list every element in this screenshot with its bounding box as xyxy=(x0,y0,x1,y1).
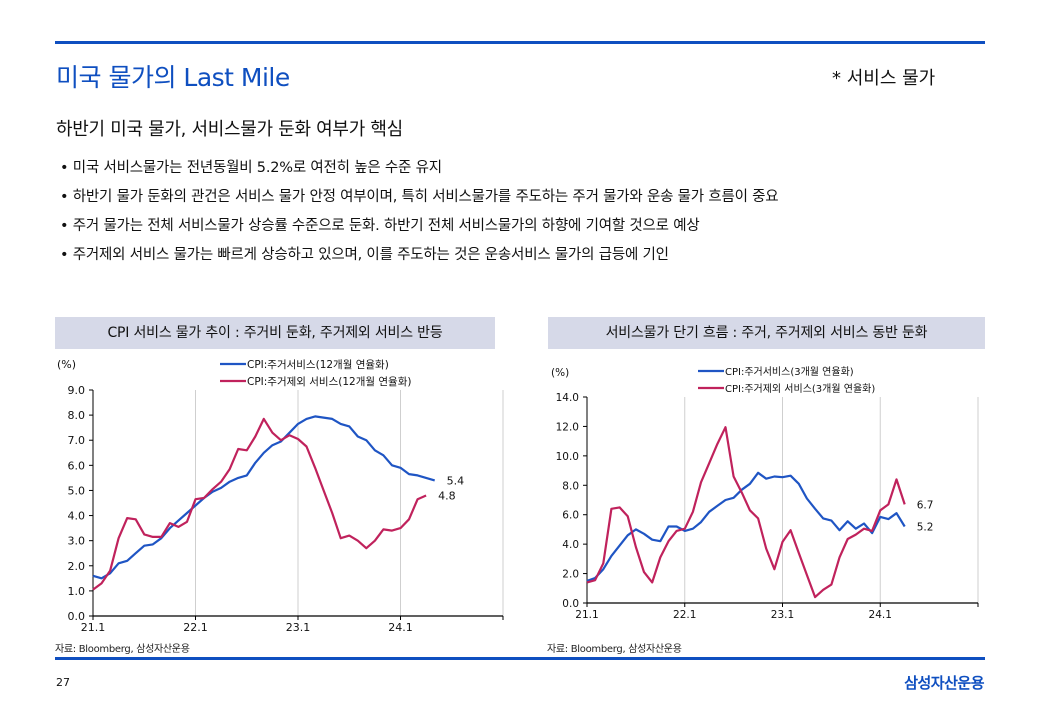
legend-label: CPI:주거서비스(3개월 연율화) xyxy=(725,366,854,378)
y-tick-label: 4.0 xyxy=(562,539,579,551)
chart1-cpi-services-12m: (%) 0.0 1.0 2.0 3.0 4.0 5.0 6.0 7.0 8.0 9.0 21.1 22.… xyxy=(57,358,504,634)
x-tick-label: 21.1 xyxy=(575,609,598,621)
x-tick-label: 24.1 xyxy=(869,609,892,621)
bottom-rule xyxy=(55,657,985,660)
y-tick-label: 0.0 xyxy=(68,610,86,623)
bullet-item: 미국 서비스물가는 전년동월비 5.2%로 여전히 높은 수준 유지 xyxy=(60,157,778,186)
y-tick-label: 9.0 xyxy=(68,384,86,397)
y-tick-label: 7.0 xyxy=(68,434,86,447)
x-tick-label: 22.1 xyxy=(183,621,208,634)
y-axis-unit-label: (%) xyxy=(551,367,569,379)
y-tick-label: 8.0 xyxy=(562,480,579,492)
y-tick-label: 3.0 xyxy=(68,535,86,548)
chart2-cpi-services-3m: (%) 0.0 2.0 4.0 6.0 8.0 10.0 12.0 14.0 21.1 22.1 23… xyxy=(551,366,979,621)
bullet-item: 하반기 물가 둔화의 관건은 서비스 물가 안정 여부이며, 특히 서비스물가를… xyxy=(60,186,779,215)
y-tick-label: 2.0 xyxy=(562,569,579,581)
y-tick-label: 6.0 xyxy=(562,510,579,522)
y-tick-label: 5.0 xyxy=(68,484,86,497)
page-subtitle: 하반기 미국 물가, 서비스물가 둔화 여부가 핵심 xyxy=(56,119,403,140)
chart1-title: CPI 서비스 물가 추이 : 주거비 둔화, 주거제외 서비스 반등 xyxy=(55,317,495,349)
top-rule xyxy=(55,41,985,44)
series-line-housing xyxy=(92,415,436,580)
bullet-list: 미국 서비스물가는 전년동월비 5.2%로 여전히 높은 수준 유지 하반기 물… xyxy=(60,157,779,273)
series-end-label: 5.4 xyxy=(447,474,465,487)
series-end-label: 6.7 xyxy=(917,499,934,511)
page-title: 미국 물가의 Last Mile xyxy=(56,63,290,92)
x-tick-label: 23.1 xyxy=(771,609,794,621)
bullet-item: 주거 물가는 전체 서비스물가 상승률 수준으로 둔화. 하반기 전체 서비스물… xyxy=(60,215,778,244)
chart2-title: 서비스물가 단기 흐름 : 주거, 주거제외 서비스 동반 둔화 xyxy=(548,317,985,349)
y-tick-label: 8.0 xyxy=(68,409,86,422)
brand-logo: 삼성자산운용 xyxy=(904,674,984,692)
y-axis-unit-label: (%) xyxy=(57,358,76,371)
series-end-label: 5.2 xyxy=(917,521,934,533)
y-tick-label: 10.0 xyxy=(556,451,579,463)
legend-label: CPI:주거제외 서비스(3개월 연율화) xyxy=(725,383,875,395)
y-tick-label: 4.0 xyxy=(68,510,86,523)
series-line-housing xyxy=(586,471,906,582)
legend-label: CPI:주거서비스(12개월 연율화) xyxy=(247,359,389,371)
series-end-label: 4.8 xyxy=(438,489,456,502)
bullet-item: 주거제외 서비스 물가는 빠르게 상승하고 있으며, 이를 주도하는 것은 운송… xyxy=(60,244,778,273)
legend-label: CPI:주거제외 서비스(12개월 연율화) xyxy=(247,376,411,388)
y-tick-label: 2.0 xyxy=(68,560,86,573)
y-tick-label: 12.0 xyxy=(556,421,579,433)
series-line-ex-housing xyxy=(586,426,906,599)
section-tag: * 서비스 물가 xyxy=(832,68,936,89)
x-tick-label: 22.1 xyxy=(673,609,696,621)
page-number: 27 xyxy=(56,676,70,689)
chart1-source: 자료: Bloomberg, 삼성자산운용 xyxy=(55,644,190,655)
x-tick-label: 23.1 xyxy=(286,621,311,634)
y-tick-label: 0.0 xyxy=(562,598,579,610)
chart2-source: 자료: Bloomberg, 삼성자산운용 xyxy=(547,644,682,655)
y-tick-label: 14.0 xyxy=(556,392,579,404)
x-tick-label: 24.1 xyxy=(388,621,413,634)
series-line-ex-housing xyxy=(92,417,427,591)
x-tick-label: 21.1 xyxy=(81,621,106,634)
y-tick-label: 6.0 xyxy=(68,459,86,472)
y-tick-label: 1.0 xyxy=(68,585,86,598)
